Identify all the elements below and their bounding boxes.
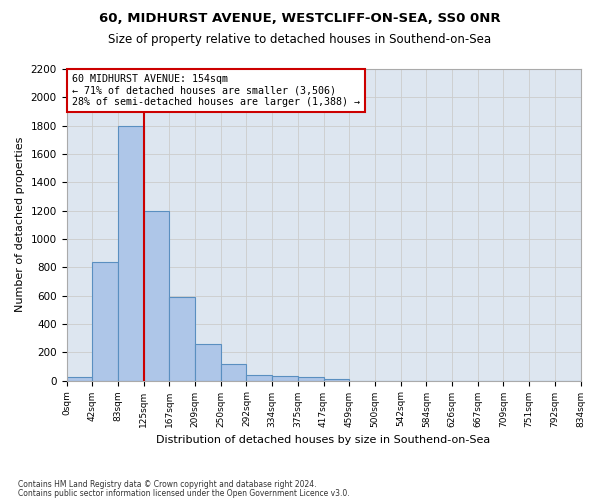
Text: Contains public sector information licensed under the Open Government Licence v3: Contains public sector information licen… [18, 489, 350, 498]
Text: 60 MIDHURST AVENUE: 154sqm
← 71% of detached houses are smaller (3,506)
28% of s: 60 MIDHURST AVENUE: 154sqm ← 71% of deta… [71, 74, 359, 107]
Bar [272, 376, 298, 380]
Bar [67, 377, 92, 380]
Y-axis label: Number of detached properties: Number of detached properties [15, 137, 25, 312]
Bar [323, 379, 349, 380]
Text: 60, MIDHURST AVENUE, WESTCLIFF-ON-SEA, SS0 0NR: 60, MIDHURST AVENUE, WESTCLIFF-ON-SEA, S… [99, 12, 501, 26]
Bar [247, 375, 272, 380]
Bar [143, 210, 169, 380]
Bar [118, 126, 143, 380]
X-axis label: Distribution of detached houses by size in Southend-on-Sea: Distribution of detached houses by size … [157, 435, 491, 445]
Bar [195, 344, 221, 380]
Bar [298, 377, 323, 380]
Text: Contains HM Land Registry data © Crown copyright and database right 2024.: Contains HM Land Registry data © Crown c… [18, 480, 317, 489]
Bar [169, 297, 195, 380]
Bar [221, 364, 247, 380]
Text: Size of property relative to detached houses in Southend-on-Sea: Size of property relative to detached ho… [109, 32, 491, 46]
Bar [92, 262, 118, 380]
